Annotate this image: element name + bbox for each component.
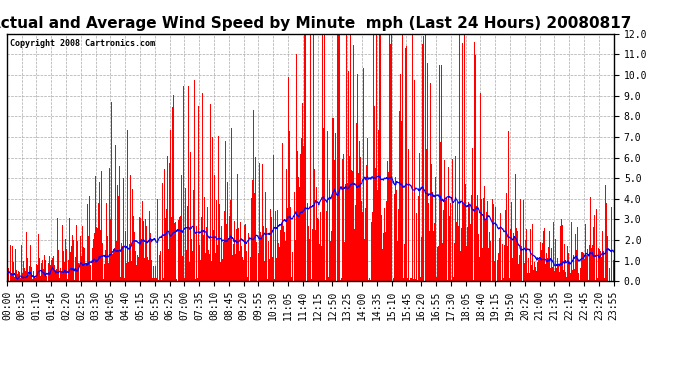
Title: Actual and Average Wind Speed by Minute  mph (Last 24 Hours) 20080817: Actual and Average Wind Speed by Minute … xyxy=(0,16,631,31)
Text: Copyright 2008 Cartronics.com: Copyright 2008 Cartronics.com xyxy=(10,39,155,48)
